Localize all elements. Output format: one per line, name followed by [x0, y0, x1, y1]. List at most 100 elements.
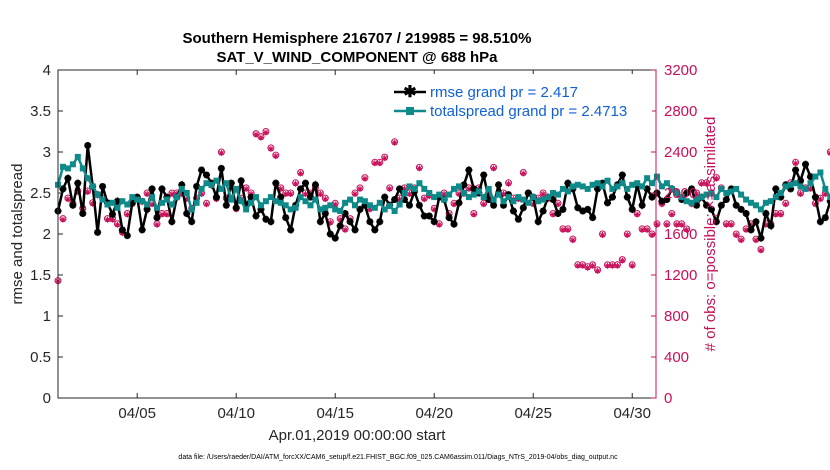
totalspread-point	[159, 199, 165, 206]
rmse-point	[415, 201, 423, 209]
rmse-point	[401, 196, 409, 204]
obs-assimilated-point	[812, 201, 819, 208]
totalspread-point	[421, 185, 428, 192]
totalspread-point	[223, 180, 230, 187]
totalspread-point	[649, 180, 655, 187]
obs-assimilated-point	[406, 191, 413, 198]
obs-assimilated-point	[282, 191, 289, 198]
rmse-point	[376, 218, 384, 226]
totalspread-point	[416, 180, 423, 187]
rmse-point	[712, 218, 720, 226]
obs-assimilated-point	[253, 131, 260, 138]
totalspread-point	[94, 191, 101, 198]
totalspread-point	[297, 194, 304, 201]
obs-assimilated-point	[451, 201, 458, 208]
totalspread-point	[238, 198, 245, 205]
rmse-point	[707, 205, 715, 213]
obs-possible-point	[826, 148, 830, 156]
obs-assimilated-point	[713, 175, 720, 182]
obs-assimilated-point	[386, 185, 393, 192]
totalspread-point	[89, 183, 96, 190]
rmse-point	[480, 171, 488, 179]
obs-assimilated-point	[797, 191, 804, 198]
rmse-point	[306, 193, 314, 201]
x-tick-label: 04/15	[316, 405, 354, 422]
totalspread-point	[614, 183, 621, 190]
totalspread-point	[272, 198, 279, 205]
obs-assimilated-point	[272, 153, 279, 160]
obs-assimilated-point	[287, 191, 294, 198]
y-tick-label-right: 2800	[664, 103, 697, 120]
totalspread-point	[604, 177, 611, 184]
obs-assimilated-point	[158, 211, 165, 218]
y-axis-label-right: # of obs: o=possible; ×=assimilated	[702, 117, 719, 352]
rmse-point	[450, 220, 458, 228]
rmse-point	[282, 214, 290, 222]
obs-assimilated-point	[257, 134, 264, 141]
totalspread-point	[114, 204, 121, 211]
x-tick-label: 04/20	[415, 405, 453, 422]
obs-assimilated-point	[371, 160, 378, 167]
obs-assimilated-point	[149, 201, 156, 208]
chart-title-line-1: Southern Hemisphere 216707 / 219985 = 98…	[183, 30, 532, 47]
totalspread-point	[302, 198, 309, 205]
totalspread-point	[361, 198, 368, 205]
totalspread-point	[139, 198, 146, 205]
obs-assimilated-point	[584, 264, 591, 271]
obs-assimilated-point	[218, 150, 225, 157]
totalspread-point	[426, 190, 433, 196]
rmse-point	[806, 173, 814, 181]
rmse-point	[638, 201, 646, 209]
rmse-point	[465, 166, 473, 174]
totalspread-point	[644, 175, 651, 182]
rmse-point	[514, 215, 522, 223]
rmse-point	[574, 204, 582, 212]
totalspread-point	[396, 201, 403, 208]
obs-assimilated-point	[455, 191, 462, 198]
rmse-point	[816, 218, 824, 226]
rmse-point	[188, 218, 196, 226]
totalspread-point	[371, 204, 378, 211]
totalspread-point	[376, 199, 383, 206]
rmse-point	[168, 218, 176, 226]
rmse-point	[539, 207, 547, 215]
obs-assimilated-point	[678, 221, 685, 228]
totalspread-point	[787, 181, 794, 188]
rmse-point	[247, 193, 255, 201]
obs-assimilated-point	[698, 180, 705, 187]
rmse-point	[717, 201, 725, 209]
obs-assimilated-point	[693, 191, 700, 198]
totalspread-point	[436, 191, 443, 198]
chart-title-line-2: SAT_V_WIND_COMPONENT @ 688 hPa	[216, 49, 498, 66]
totalspread-point	[287, 206, 294, 213]
obs-assimilated-point	[579, 262, 586, 269]
totalspread-point	[812, 173, 819, 180]
obs-assimilated-point	[604, 262, 611, 269]
footnote-data-file: data file: /Users/raeder/DAI/ATM_forcXX/…	[178, 454, 618, 461]
obs-assimilated-point	[361, 175, 368, 182]
totalspread-point	[258, 202, 264, 209]
rmse-point	[203, 171, 211, 179]
rmse-point	[138, 226, 146, 234]
rmse-point	[762, 210, 770, 217]
y-tick-label-right: 400	[664, 349, 689, 366]
totalspread-point	[505, 194, 512, 201]
totalspread-point	[822, 185, 829, 192]
rmse-point	[584, 205, 592, 213]
y-tick-label-right: 2000	[664, 185, 697, 202]
rmse-point	[217, 164, 225, 172]
rmse-point	[222, 201, 230, 209]
totalspread-point	[619, 180, 626, 187]
totalspread-point	[475, 188, 482, 195]
rmse-point	[767, 222, 775, 230]
totalspread-point	[178, 185, 185, 192]
rmse-point	[257, 205, 265, 213]
rmse-point	[792, 166, 800, 174]
obs-assimilated-point	[559, 226, 566, 233]
totalspread-point	[119, 198, 126, 205]
legend-entry-totalspread: totalspread grand pr = 2.4713	[430, 103, 627, 120]
obs-assimilated-point	[728, 221, 735, 228]
obs-assimilated-point	[356, 185, 363, 192]
totalspread-point	[510, 198, 517, 205]
totalspread-point	[277, 199, 284, 206]
